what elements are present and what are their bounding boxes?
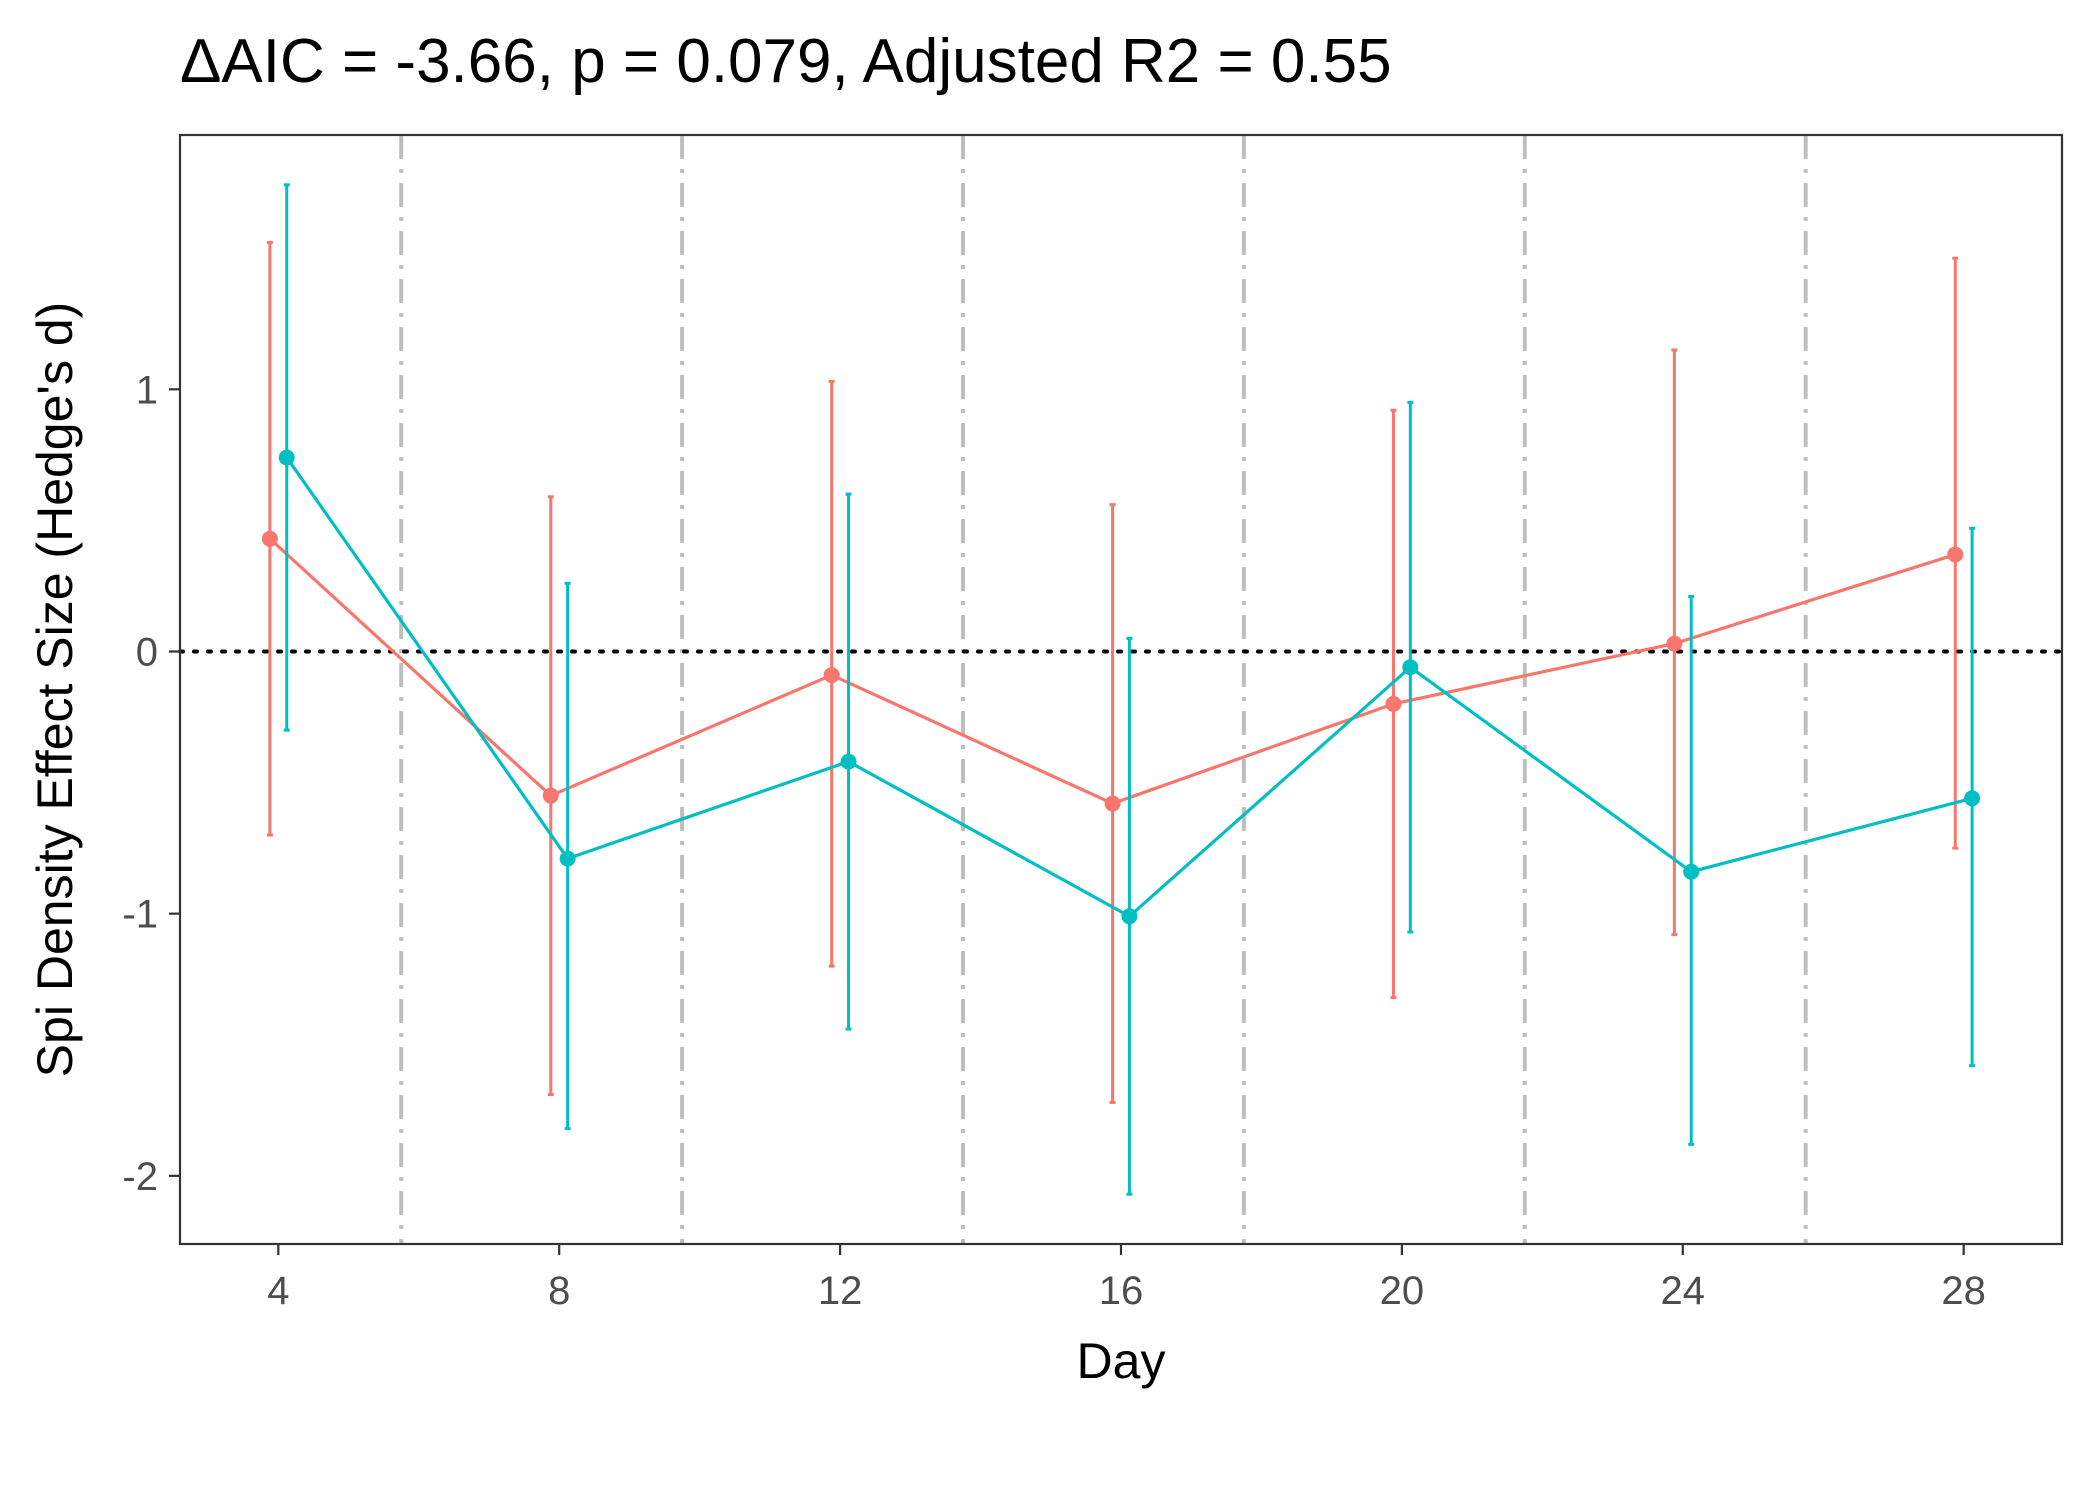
x-tick-label-2: 8 bbox=[548, 1269, 570, 1313]
series-1 bbox=[261, 240, 1964, 1104]
data-point-2-6 bbox=[1683, 863, 1700, 880]
data-point-1-2 bbox=[542, 787, 559, 804]
x-tick-label-7: 28 bbox=[1941, 1269, 1986, 1313]
y-axis-title: Spi Density Effect Size (Hedge's d) bbox=[27, 302, 83, 1078]
y-tick-label-2: -1 bbox=[122, 893, 158, 937]
data-point-1-5 bbox=[1385, 695, 1402, 712]
series-2 bbox=[278, 183, 1981, 1196]
y-tick-label-3: 0 bbox=[136, 630, 158, 674]
data-point-1-4 bbox=[1104, 795, 1121, 812]
data-point-1-3 bbox=[823, 667, 840, 684]
plot-area bbox=[178, 135, 2064, 1244]
data-point-2-5 bbox=[1402, 659, 1419, 676]
data-point-1-6 bbox=[1666, 635, 1683, 652]
x-axis-title: Day bbox=[1077, 1333, 1166, 1389]
data-point-2-2 bbox=[559, 850, 576, 867]
x-tick-label-4: 16 bbox=[1099, 1269, 1144, 1313]
data-point-2-4 bbox=[1121, 908, 1138, 925]
x-tick-label-5: 20 bbox=[1380, 1269, 1425, 1313]
y-tick-label-4: 1 bbox=[136, 368, 158, 412]
data-point-2-1 bbox=[278, 449, 295, 466]
y-tick-label-1: -2 bbox=[122, 1155, 158, 1199]
data-point-1-7 bbox=[1947, 546, 1964, 563]
x-tick-label-1: 4 bbox=[267, 1269, 289, 1313]
x-tick-label-3: 12 bbox=[818, 1269, 863, 1313]
data-point-1-1 bbox=[261, 530, 278, 547]
axes: 4 8 12 16 20 24 28 -2 -1 0 1 bbox=[122, 368, 1986, 1313]
data-point-2-7 bbox=[1964, 790, 1981, 807]
chart-title: ΔAIC = -3.66, p = 0.079, Adjusted R2 = 0… bbox=[180, 27, 1392, 96]
data-point-2-3 bbox=[840, 753, 857, 770]
x-tick-label-6: 24 bbox=[1661, 1269, 1706, 1313]
